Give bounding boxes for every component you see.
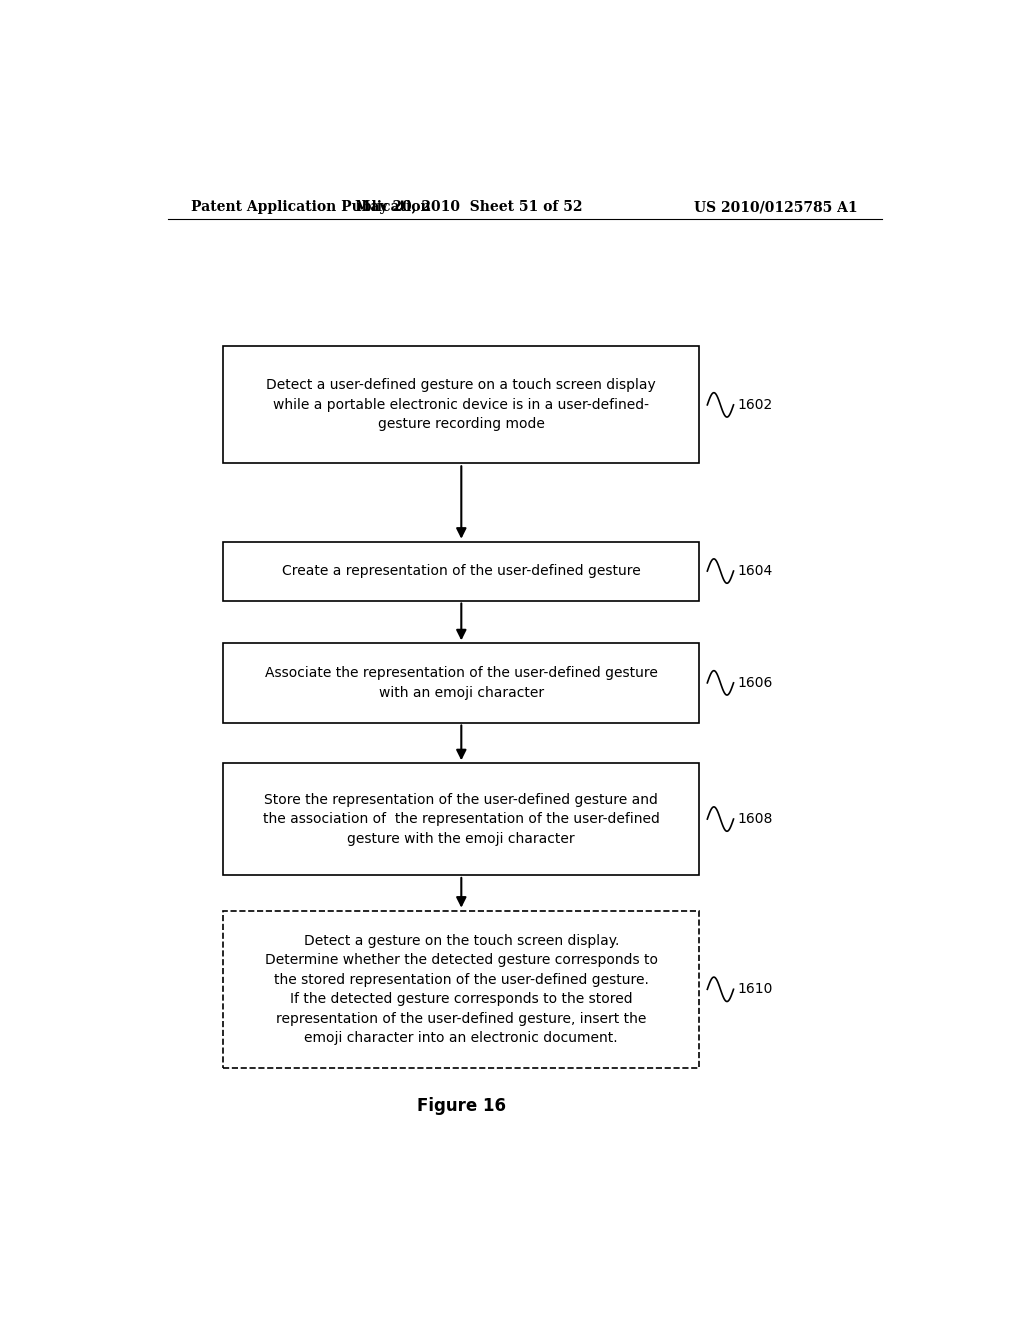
Text: 1602: 1602 bbox=[737, 397, 773, 412]
Text: Create a representation of the user-defined gesture: Create a representation of the user-defi… bbox=[282, 564, 641, 578]
Text: 1606: 1606 bbox=[737, 676, 773, 690]
Text: Detect a gesture on the touch screen display.
Determine whether the detected ges: Detect a gesture on the touch screen dis… bbox=[265, 933, 657, 1045]
FancyBboxPatch shape bbox=[223, 346, 699, 463]
Text: Figure 16: Figure 16 bbox=[417, 1097, 506, 1114]
Text: Store the representation of the user-defined gesture and
the association of  the: Store the representation of the user-def… bbox=[263, 792, 659, 846]
FancyBboxPatch shape bbox=[223, 643, 699, 722]
Text: Detect a user-defined gesture on a touch screen display
while a portable electro: Detect a user-defined gesture on a touch… bbox=[266, 379, 656, 432]
FancyBboxPatch shape bbox=[223, 763, 699, 875]
Text: 1604: 1604 bbox=[737, 564, 773, 578]
Text: Patent Application Publication: Patent Application Publication bbox=[191, 201, 431, 214]
Text: May 20, 2010  Sheet 51 of 52: May 20, 2010 Sheet 51 of 52 bbox=[355, 201, 583, 214]
Text: US 2010/0125785 A1: US 2010/0125785 A1 bbox=[694, 201, 858, 214]
Text: 1608: 1608 bbox=[737, 812, 773, 826]
FancyBboxPatch shape bbox=[223, 911, 699, 1068]
Text: 1600: 1600 bbox=[440, 363, 482, 381]
Text: 1610: 1610 bbox=[737, 982, 773, 997]
Text: Associate the representation of the user-defined gesture
with an emoji character: Associate the representation of the user… bbox=[265, 667, 657, 700]
FancyBboxPatch shape bbox=[223, 541, 699, 601]
